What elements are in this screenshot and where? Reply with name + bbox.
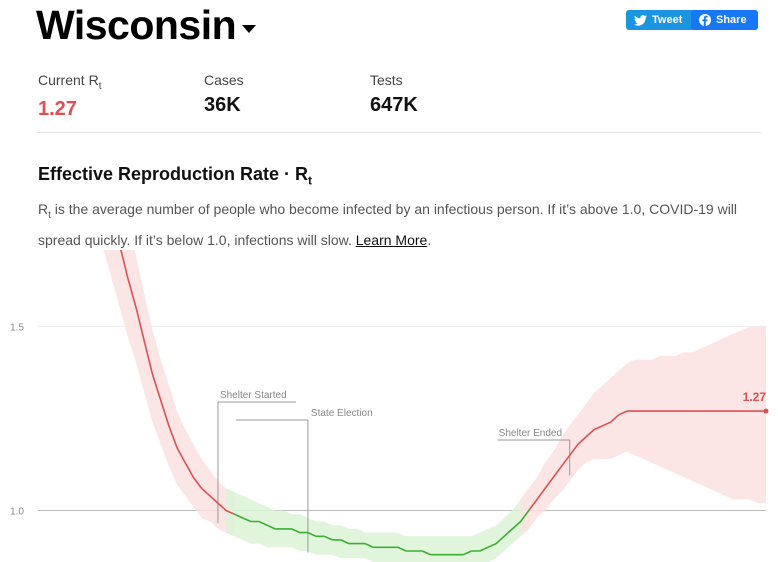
stat-label: Tests (370, 72, 403, 88)
tweet-button[interactable]: Tweet (626, 10, 696, 30)
y-tick-label: 1.5 (10, 323, 24, 334)
rt-line-above (120, 250, 766, 515)
last-point (763, 408, 769, 414)
divider (37, 132, 761, 133)
stat-value: 647K (370, 94, 418, 116)
stat-value: 1.27 (38, 97, 77, 120)
stat-current-rt: Current Rt 1.27 (38, 72, 101, 121)
section-description: Rt is the average number of people who b… (38, 201, 738, 248)
stat-cases: Cases 36K (204, 72, 244, 117)
band-above-threshold (520, 326, 766, 537)
stat-tests: Tests 647K (370, 72, 418, 117)
learn-more-link[interactable]: Learn More (355, 231, 428, 248)
band-below-threshold (226, 488, 529, 562)
last-value-label: 1.27 (743, 390, 767, 404)
band-above-threshold (103, 250, 235, 537)
stat-value: 36K (204, 94, 241, 116)
chevron-down-icon (242, 24, 257, 33)
tweet-label: Tweet (652, 14, 683, 26)
state-selector[interactable]: Wisconsin (36, 2, 257, 49)
annotation-label: Shelter Ended (499, 428, 562, 439)
rt-line-below (233, 510, 530, 556)
y-tick-label: 1.0 (10, 507, 24, 518)
stat-label: Current Rt (38, 72, 102, 92)
facebook-share-button[interactable]: Share (691, 10, 758, 30)
facebook-icon (699, 14, 711, 26)
twitter-bird-icon (634, 14, 647, 26)
section-title: Effective Reproduction Rate · Rt (38, 164, 313, 188)
state-name: Wisconsin (36, 2, 237, 48)
stat-label: Cases (204, 72, 244, 88)
annotation-label: State Election (311, 408, 373, 419)
annotation-label: Shelter Started (220, 390, 287, 401)
share-label: Share (716, 14, 747, 26)
